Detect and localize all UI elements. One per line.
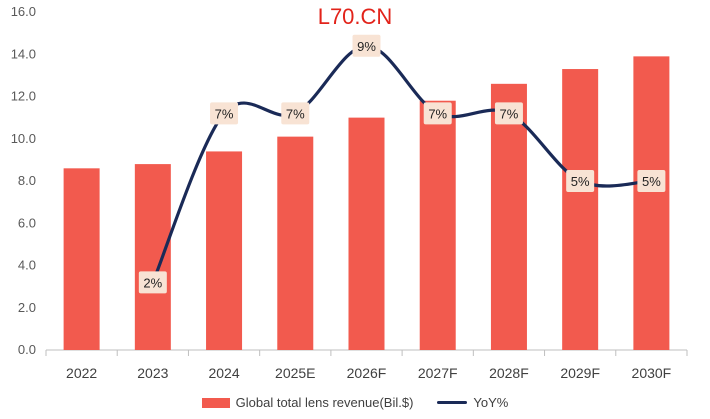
legend-label-revenue: Global total lens revenue(Bil.$): [235, 395, 414, 410]
bar: [633, 56, 670, 351]
data-label: 7%: [500, 106, 519, 121]
x-tick-label: 2022: [66, 365, 97, 381]
bar: [134, 164, 171, 350]
data-label: 2%: [143, 275, 162, 290]
x-tick-label: 2024: [208, 365, 239, 381]
bar: [206, 151, 243, 350]
data-label-bg: [281, 102, 310, 125]
data-label: 5%: [642, 174, 661, 189]
x-tick-label: 2023: [137, 365, 168, 381]
data-label: 7%: [286, 106, 305, 121]
data-label-bg: [352, 34, 381, 57]
x-tick-label: 2027F: [418, 365, 458, 381]
y-tick-label: 14.0: [11, 46, 36, 61]
legend-label-yoy: YoY%: [473, 395, 509, 410]
bar: [348, 117, 385, 350]
legend-item-yoy: YoY%: [437, 395, 508, 410]
x-tick-label: 2029F: [560, 365, 600, 381]
x-tick-label: 2030F: [632, 365, 672, 381]
y-tick-label: 8.0: [18, 173, 36, 188]
x-tick-label: 2025E: [275, 365, 315, 381]
bar: [277, 136, 314, 350]
bar: [419, 100, 456, 350]
data-label-bg: [423, 102, 452, 125]
data-label: 5%: [571, 174, 590, 189]
data-label-bg: [210, 102, 239, 125]
data-label-bg: [566, 170, 595, 192]
watermark: L70.CN: [317, 4, 393, 29]
data-label-bg: [138, 271, 167, 294]
legend-swatch-bar: [201, 397, 230, 408]
y-tick-label: 12.0: [11, 89, 36, 104]
bar: [562, 69, 599, 350]
bar: [490, 83, 527, 350]
y-tick-label: 6.0: [18, 215, 36, 230]
x-tick-label: 2026F: [347, 365, 387, 381]
legend-swatch-line: [437, 401, 468, 404]
bar: [63, 168, 100, 350]
legend: Global total lens revenue(Bil.$) YoY%: [0, 395, 710, 410]
x-tick-label: 2028F: [489, 365, 529, 381]
y-tick-label: 10.0: [11, 131, 36, 146]
data-label: 7%: [215, 106, 234, 121]
data-label-bg: [637, 170, 666, 192]
data-label: 9%: [357, 39, 376, 54]
data-label: 7%: [428, 106, 447, 121]
data-label-bg: [494, 102, 523, 125]
chart: 0.0 2.0 4.0 6.0 8.0 10.0 12.0 14.0 16.0 2022 2023 2…: [11, 4, 688, 381]
y-tick-label: 0.0: [18, 342, 36, 357]
y-tick-label: 2.0: [18, 300, 36, 315]
y-tick-label: 16.0: [11, 4, 36, 19]
legend-item-revenue: Global total lens revenue(Bil.$): [201, 395, 414, 410]
y-tick-label: 4.0: [18, 258, 36, 273]
